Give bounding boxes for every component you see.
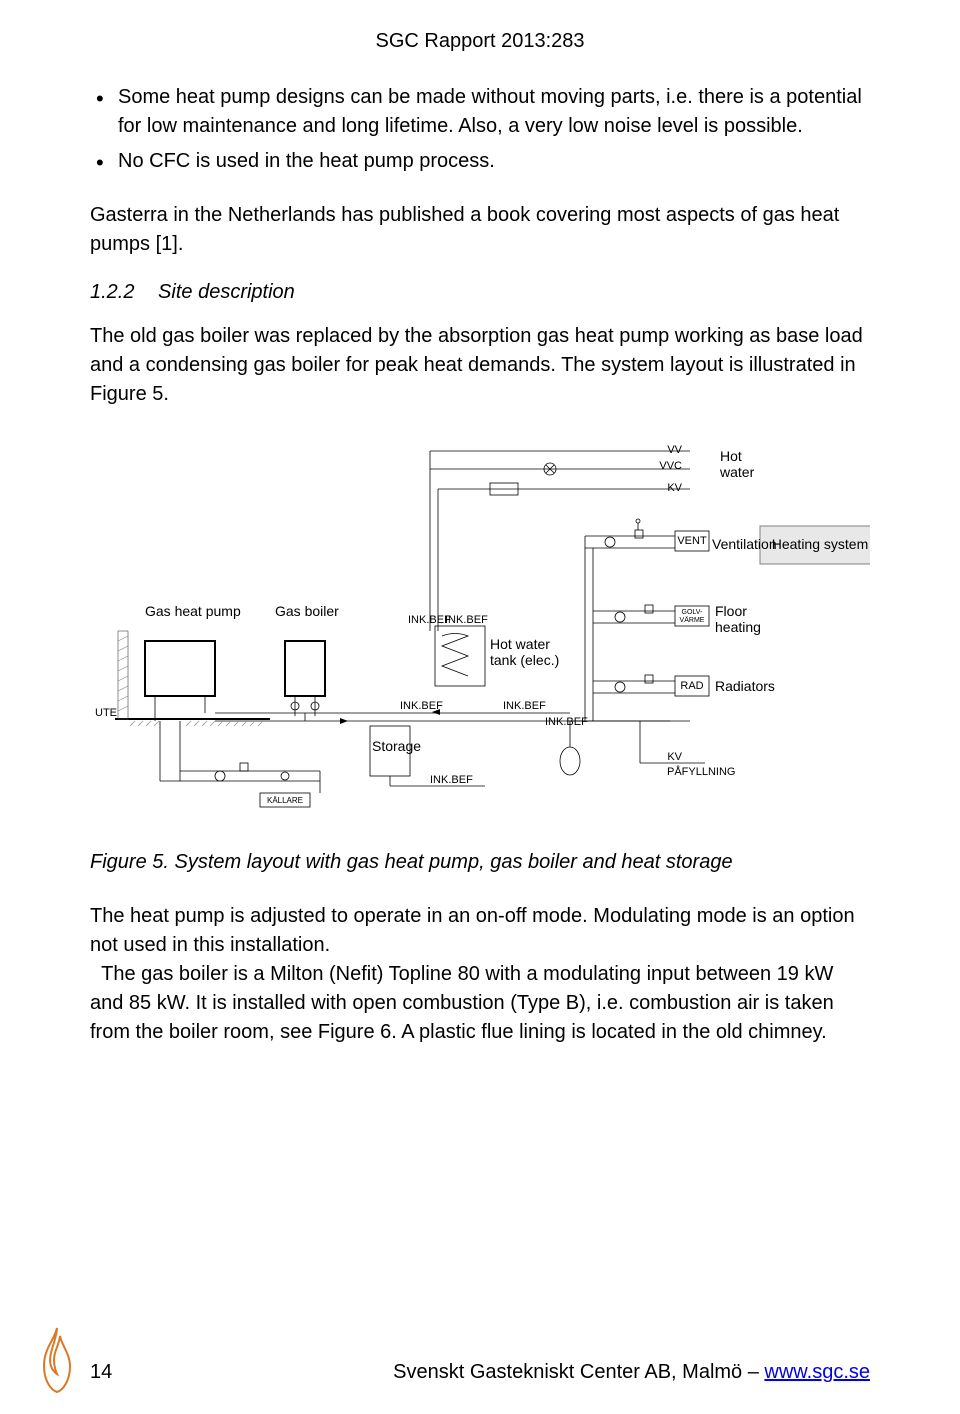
- heating-system-label: Heating system: [772, 536, 868, 552]
- section-title: Site description: [158, 281, 295, 303]
- page-header: SGC Rapport 2013:283: [0, 0, 960, 53]
- kallare-label: KÄLLARE: [267, 796, 303, 805]
- ink-bef-6: INK.BEF: [430, 774, 473, 786]
- kv-label: KV: [667, 482, 682, 494]
- ground-hatch: [130, 721, 263, 726]
- page-footer: 14 Svenskt Gastekniskt Center AB, Malmö …: [0, 1361, 960, 1384]
- storage-label: Storage: [372, 738, 421, 754]
- bullet-item: Some heat pump designs can be made witho…: [90, 83, 870, 141]
- publisher-text: Svenskt Gastekniskt Center AB, Malmö –: [393, 1361, 764, 1383]
- gas-boiler-label: Gas boiler: [275, 603, 339, 619]
- golv-label-2: VÄRME: [680, 616, 705, 624]
- hot-water-tank-label-2: tank (elec.): [490, 652, 559, 668]
- footer-link[interactable]: www.sgc.se: [764, 1361, 870, 1383]
- pafyllning-label: PÅFYLLNING: [667, 765, 735, 778]
- kv-fill: KV: [667, 751, 682, 763]
- vent-box-label: VENT: [677, 535, 707, 547]
- floor-heating-label-1: Floor: [715, 603, 747, 619]
- ventilation-label: Ventilation: [712, 536, 777, 552]
- wall-hatching: [118, 631, 128, 719]
- paragraph: The heat pump is adjusted to operate in …: [90, 902, 870, 960]
- section-number: 1.2.2: [90, 281, 134, 303]
- golv-label-1: GOLV-: [682, 609, 704, 616]
- radiators-label: Radiators: [715, 678, 775, 694]
- page-number: 14: [90, 1361, 112, 1384]
- vvc-label: VVC: [659, 460, 682, 472]
- content-area: Some heat pump designs can be made witho…: [0, 53, 960, 1047]
- hot-water-tank-label-1: Hot water: [490, 636, 550, 652]
- footer-publisher: Svenskt Gastekniskt Center AB, Malmö – w…: [393, 1361, 870, 1384]
- figure-caption: Figure 5. System layout with gas heat pu…: [90, 851, 870, 874]
- paragraph: Gasterra in the Netherlands has publishe…: [90, 201, 870, 259]
- vv-label: VV: [667, 444, 682, 456]
- ute-label: UTE: [95, 707, 117, 719]
- ink-bef-3: INK.BEF: [400, 700, 443, 712]
- ink-bef-4: INK.BEF: [503, 700, 546, 712]
- ink-bef-5: INK.BEF: [545, 716, 588, 728]
- ink-bef-2: INK.BEF: [445, 614, 488, 626]
- paragraph: The old gas boiler was replaced by the a…: [90, 322, 870, 409]
- system-layout-diagram: Heating system Hot water VV VVC KV VENT …: [90, 431, 870, 831]
- hot-water-label-1: Hot: [720, 448, 742, 464]
- paragraph: The gas boiler is a Milton (Nefit) Topli…: [90, 960, 870, 1047]
- section-heading: 1.2.2 Site description: [90, 281, 870, 304]
- bullet-item: No CFC is used in the heat pump process.: [90, 147, 870, 176]
- diagram-svg: Heating system Hot water VV VVC KV VENT …: [90, 431, 870, 831]
- hot-water-label-2: water: [719, 464, 755, 480]
- bullet-list: Some heat pump designs can be made witho…: [90, 83, 870, 176]
- rad-box-label: RAD: [680, 680, 703, 692]
- floor-heating-label-2: heating: [715, 619, 761, 635]
- gas-heat-pump-label: Gas heat pump: [145, 603, 241, 619]
